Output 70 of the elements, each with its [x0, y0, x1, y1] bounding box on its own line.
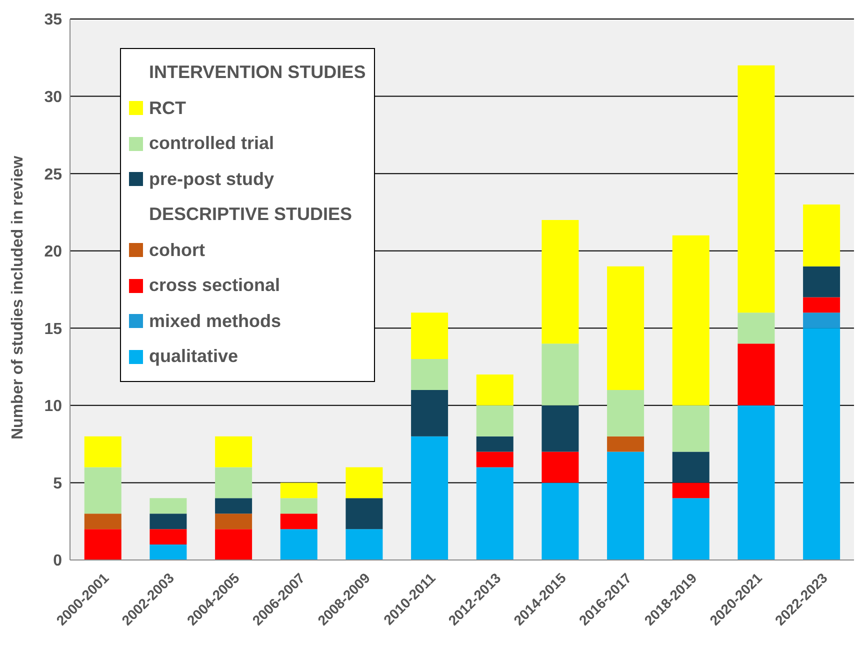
- bar: [411, 390, 448, 436]
- y-tick-label: 35: [44, 12, 62, 29]
- bar: [84, 436, 122, 468]
- bar: [607, 266, 644, 390]
- legend-label: controlled trial: [149, 132, 274, 155]
- bar: [84, 467, 122, 514]
- bar: [215, 529, 252, 560]
- bar: [411, 312, 448, 360]
- bar: [803, 297, 840, 313]
- bar: [542, 220, 579, 344]
- bar: [607, 452, 644, 560]
- bar: [803, 204, 840, 266]
- y-tick-label: 25: [44, 166, 62, 184]
- bar: [803, 328, 840, 560]
- bar: [542, 344, 579, 406]
- bar: [215, 514, 252, 530]
- bar: [346, 529, 383, 560]
- bar: [542, 405, 579, 452]
- annotation: DESCRIPTIVE STUDIES: [148, 203, 354, 226]
- legend-label: cohort: [149, 238, 205, 262]
- y-tick-label: 0: [53, 552, 62, 570]
- bar: [411, 359, 448, 390]
- bar: [672, 405, 710, 452]
- y-tick-label: 20: [44, 244, 62, 261]
- bar: [280, 498, 318, 514]
- legend-label: qualitative: [149, 345, 238, 368]
- bar: [476, 452, 514, 468]
- y-tick-label: 15: [44, 320, 62, 338]
- bar: [542, 482, 579, 560]
- bar: [150, 514, 187, 530]
- bar: [215, 436, 252, 468]
- bar: [84, 514, 122, 530]
- bar: [411, 436, 448, 560]
- bar: [476, 374, 514, 406]
- y-tick-label: 30: [44, 88, 62, 106]
- bar: [150, 498, 187, 514]
- bar: [215, 467, 252, 498]
- bar: [476, 467, 514, 560]
- bar: [672, 498, 710, 560]
- bar: [803, 266, 840, 298]
- bar: [476, 436, 514, 452]
- bar: [476, 405, 514, 436]
- legend-label: mixed methods: [149, 310, 282, 332]
- bar: [215, 498, 252, 514]
- bar: [84, 529, 122, 560]
- bar: [738, 405, 775, 560]
- bar: [280, 514, 318, 530]
- bar: [738, 65, 775, 313]
- legend-label: cross sectional: [149, 274, 280, 297]
- y-tick-label: 10: [44, 398, 62, 416]
- legend-label: RCT: [149, 96, 186, 120]
- bar: [803, 312, 840, 328]
- legend-label: pre-post study: [149, 168, 274, 191]
- bar: [672, 452, 710, 483]
- y-tick-label: 5: [53, 475, 62, 492]
- bar: [738, 344, 775, 406]
- bar: [150, 544, 187, 560]
- bar: [607, 436, 644, 452]
- bar: [346, 467, 383, 498]
- annotation: INTERVENTION STUDIES: [148, 61, 366, 84]
- bar: [672, 235, 710, 406]
- bar: [738, 312, 775, 344]
- y-axis-title: Number of studies included in review: [10, 155, 27, 440]
- bar: [346, 498, 383, 530]
- bar: [542, 452, 579, 483]
- bar: [150, 529, 187, 545]
- bar: [280, 529, 318, 560]
- bar: [672, 482, 710, 498]
- bar: [280, 482, 318, 498]
- bar: [607, 390, 644, 436]
